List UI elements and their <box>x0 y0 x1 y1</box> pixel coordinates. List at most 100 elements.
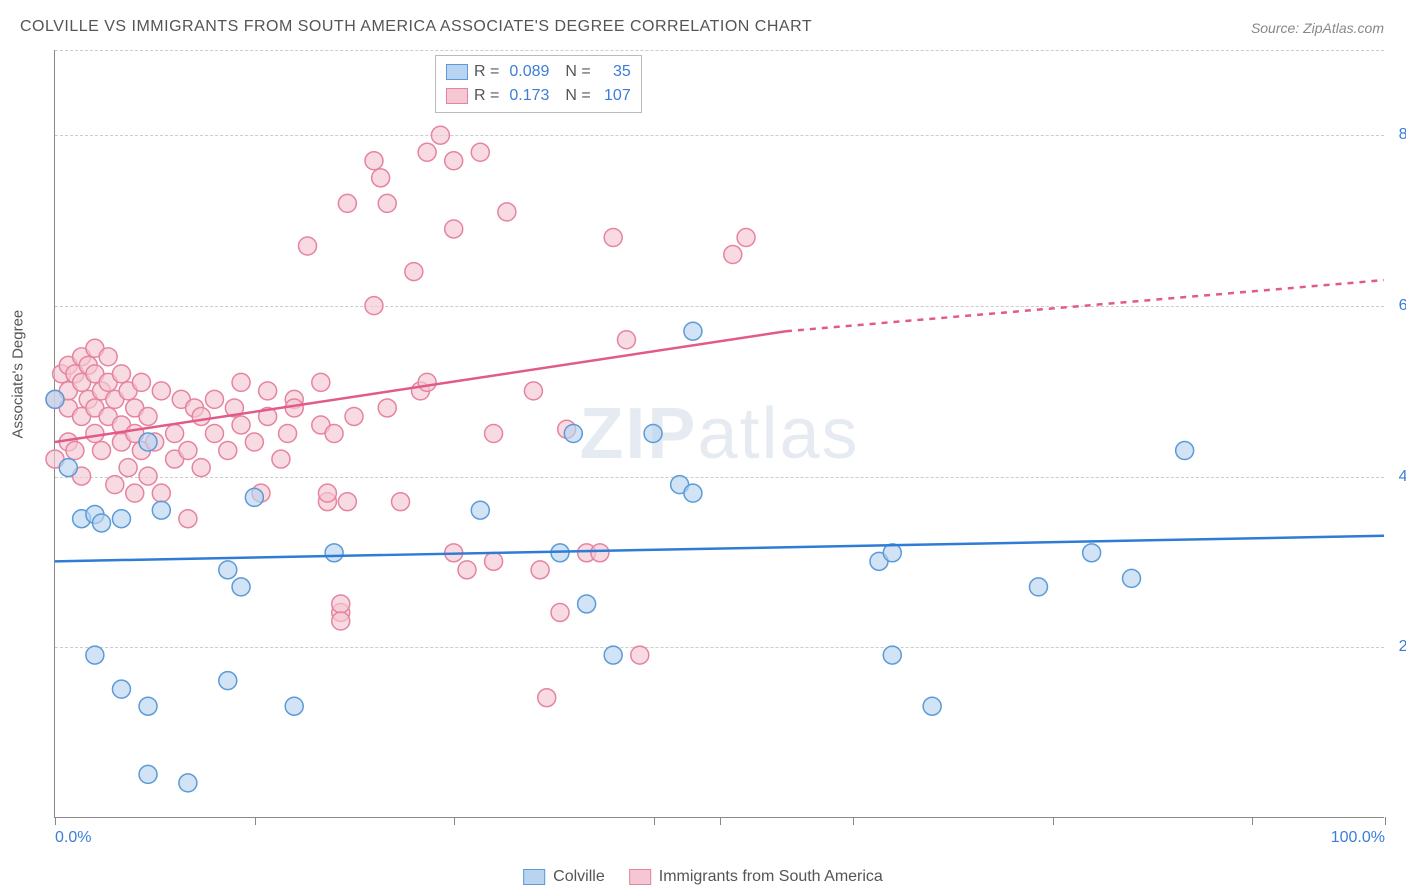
data-point <box>445 220 463 238</box>
data-point <box>405 263 423 281</box>
data-point <box>205 425 223 443</box>
data-point <box>538 689 556 707</box>
data-point <box>112 510 130 528</box>
data-point <box>604 229 622 247</box>
data-point <box>332 595 350 613</box>
data-point <box>219 672 237 690</box>
data-point <box>524 382 542 400</box>
n-label-2: N = <box>565 87 590 105</box>
data-point <box>471 501 489 519</box>
data-point <box>59 459 77 477</box>
y-axis-label: Associate's Degree <box>10 310 27 439</box>
data-point <box>923 697 941 715</box>
chart-plot-area: ZIPatlas 20.0%40.0%60.0%80.0%0.0%100.0% … <box>54 50 1384 818</box>
data-point <box>591 544 609 562</box>
data-point <box>299 237 317 255</box>
data-point <box>66 442 84 460</box>
y-tick-label: 20.0% <box>1399 638 1406 656</box>
data-point <box>272 450 290 468</box>
swatch-colville <box>523 869 545 885</box>
data-point <box>378 399 396 417</box>
data-point <box>684 322 702 340</box>
legend-row-1: R = 0.089 N = 35 <box>446 60 631 84</box>
data-point <box>345 407 363 425</box>
data-point <box>46 390 64 408</box>
y-tick-label: 60.0% <box>1399 297 1406 315</box>
data-point <box>485 425 503 443</box>
data-point <box>325 544 343 562</box>
data-point <box>279 425 297 443</box>
data-point <box>431 126 449 144</box>
trend-line <box>55 536 1384 562</box>
data-point <box>1083 544 1101 562</box>
data-point <box>152 484 170 502</box>
data-point <box>232 578 250 596</box>
data-point <box>1122 569 1140 587</box>
data-point <box>139 765 157 783</box>
data-point <box>338 194 356 212</box>
data-point <box>179 442 197 460</box>
data-point <box>112 680 130 698</box>
data-point <box>604 646 622 664</box>
data-point <box>1029 578 1047 596</box>
data-point <box>152 501 170 519</box>
data-point <box>112 365 130 383</box>
n-label-1: N = <box>565 63 590 81</box>
data-point <box>418 373 436 391</box>
swatch-series1 <box>446 64 468 80</box>
data-point <box>192 407 210 425</box>
data-point <box>338 493 356 511</box>
data-point <box>166 425 184 443</box>
data-point <box>179 774 197 792</box>
data-point <box>1176 442 1194 460</box>
data-point <box>179 510 197 528</box>
legend-label-immigrants: Immigrants from South America <box>659 868 883 886</box>
swatch-immigrants <box>629 869 651 885</box>
r-value-2: 0.173 <box>509 87 549 105</box>
data-point <box>392 493 410 511</box>
n-value-2: 107 <box>601 87 631 105</box>
legend-row-2: R = 0.173 N = 107 <box>446 84 631 108</box>
data-point <box>498 203 516 221</box>
data-point <box>219 442 237 460</box>
data-point <box>139 467 157 485</box>
chart-title: COLVILLE VS IMMIGRANTS FROM SOUTH AMERIC… <box>20 18 812 36</box>
data-point <box>126 484 144 502</box>
data-point <box>232 373 250 391</box>
series-legend: Colville Immigrants from South America <box>523 868 883 886</box>
data-point <box>445 152 463 170</box>
data-point <box>285 697 303 715</box>
r-value-1: 0.089 <box>509 63 549 81</box>
data-point <box>132 373 150 391</box>
data-point <box>564 425 582 443</box>
data-point <box>245 488 263 506</box>
data-point <box>106 476 124 494</box>
legend-label-colville: Colville <box>553 868 605 886</box>
y-tick-label: 80.0% <box>1399 126 1406 144</box>
data-point <box>245 433 263 451</box>
r-label-1: R = <box>474 63 499 81</box>
data-point <box>312 373 330 391</box>
scatter-svg <box>55 50 1384 817</box>
data-point <box>578 595 596 613</box>
data-point <box>617 331 635 349</box>
data-point <box>551 603 569 621</box>
swatch-series2 <box>446 88 468 104</box>
x-tick-label: 100.0% <box>1331 829 1385 847</box>
correlation-legend: R = 0.089 N = 35 R = 0.173 N = 107 <box>435 55 642 113</box>
data-point <box>378 194 396 212</box>
data-point <box>631 646 649 664</box>
data-point <box>86 646 104 664</box>
data-point <box>205 390 223 408</box>
data-point <box>139 433 157 451</box>
data-point <box>471 143 489 161</box>
source-text: Source: ZipAtlas.com <box>1251 20 1384 36</box>
data-point <box>531 561 549 579</box>
data-point <box>737 229 755 247</box>
data-point <box>883 646 901 664</box>
y-tick-label: 40.0% <box>1399 468 1406 486</box>
legend-item-colville: Colville <box>523 868 605 886</box>
data-point <box>219 561 237 579</box>
data-point <box>232 416 250 434</box>
data-point <box>325 425 343 443</box>
